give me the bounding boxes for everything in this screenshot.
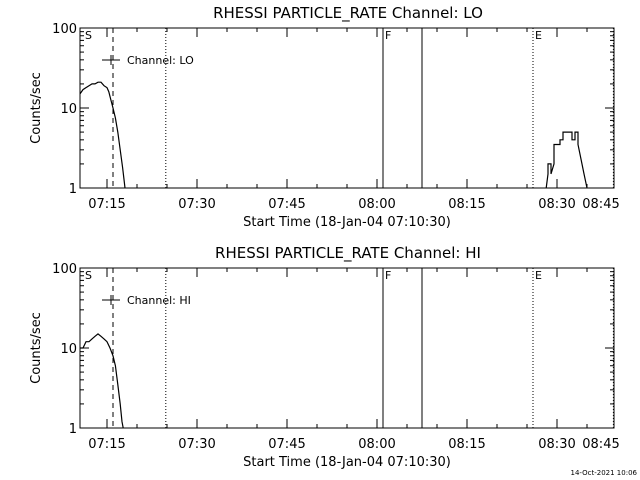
plot-frame: [79, 27, 615, 189]
marker-label: F: [385, 269, 391, 282]
x-tick-label: 08:00: [358, 437, 395, 452]
series-line: [80, 333, 124, 429]
y-tick-label: 100: [52, 22, 77, 37]
y-axis-label: Counts/sec: [29, 312, 44, 384]
marker-label: F: [385, 29, 391, 42]
panel-hi-marks: 1 10 100 07:15 07:30 07:45 08:00 08:15 08:30 08:4…: [52, 262, 620, 452]
x-axis-label: Start Time (18-Jan-04 07:10:30): [243, 455, 451, 470]
legend-label: Channel: HI: [127, 294, 191, 307]
marker-label: S: [85, 29, 92, 42]
x-tick-label: 08:30: [538, 197, 575, 212]
footer-timestamp: 14-Oct-2021 10:06: [571, 469, 638, 477]
x-tick-label: 08:45: [582, 437, 619, 452]
marker-label: E: [535, 29, 542, 42]
x-tick-label: 07:15: [88, 437, 125, 452]
marker-label: S: [85, 269, 92, 282]
x-tick-label: 07:45: [268, 437, 305, 452]
y-tick-label: 1: [69, 182, 77, 197]
x-tick-label: 08:45: [582, 197, 619, 212]
panel-lo-marks: 1 10 100 07:15 07:30 07:45 08:00 08:15 08:30 08:4…: [52, 22, 620, 212]
x-tick-label: 07:15: [88, 197, 125, 212]
x-tick-label: 07:30: [178, 197, 215, 212]
x-axis-label: Start Time (18-Jan-04 07:10:30): [243, 215, 451, 230]
panel-lo-channel: RHESSI PARTICLE_RATE Channel: LO 1 10 100 0…: [29, 4, 620, 230]
x-tick-label: 07:30: [178, 437, 215, 452]
y-tick-label: 1: [69, 422, 77, 437]
chart-title: RHESSI PARTICLE_RATE Channel: HI: [215, 244, 481, 263]
x-tick-label: 08:00: [358, 197, 395, 212]
plot-frame: [79, 267, 615, 429]
y-tick-label: 10: [60, 102, 77, 117]
y-tick-label: 100: [52, 262, 77, 277]
series-line: [545, 131, 588, 189]
y-axis-label: Counts/sec: [29, 72, 44, 144]
x-tick-label: 08:15: [448, 197, 485, 212]
x-tick-label: 08:15: [448, 437, 485, 452]
marker-label: E: [535, 269, 542, 282]
series-line: [79, 81, 126, 189]
chart-title: RHESSI PARTICLE_RATE Channel: LO: [213, 4, 483, 23]
y-tick-label: 10: [60, 342, 77, 357]
x-tick-label: 07:45: [268, 197, 305, 212]
x-tick-label: 08:30: [538, 437, 575, 452]
panel-hi-channel: RHESSI PARTICLE_RATE Channel: HI 1 10 100 0…: [29, 244, 620, 470]
legend-label: Channel: LO: [127, 54, 194, 67]
